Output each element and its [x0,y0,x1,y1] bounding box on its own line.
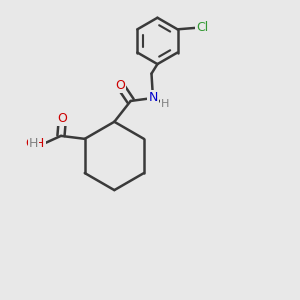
Text: H: H [161,99,169,109]
Text: O: O [58,112,68,124]
Text: Cl: Cl [196,21,208,34]
Text: N: N [148,92,158,104]
Text: O: O [115,79,125,92]
Text: H: H [28,137,38,150]
Text: OH: OH [26,137,45,150]
